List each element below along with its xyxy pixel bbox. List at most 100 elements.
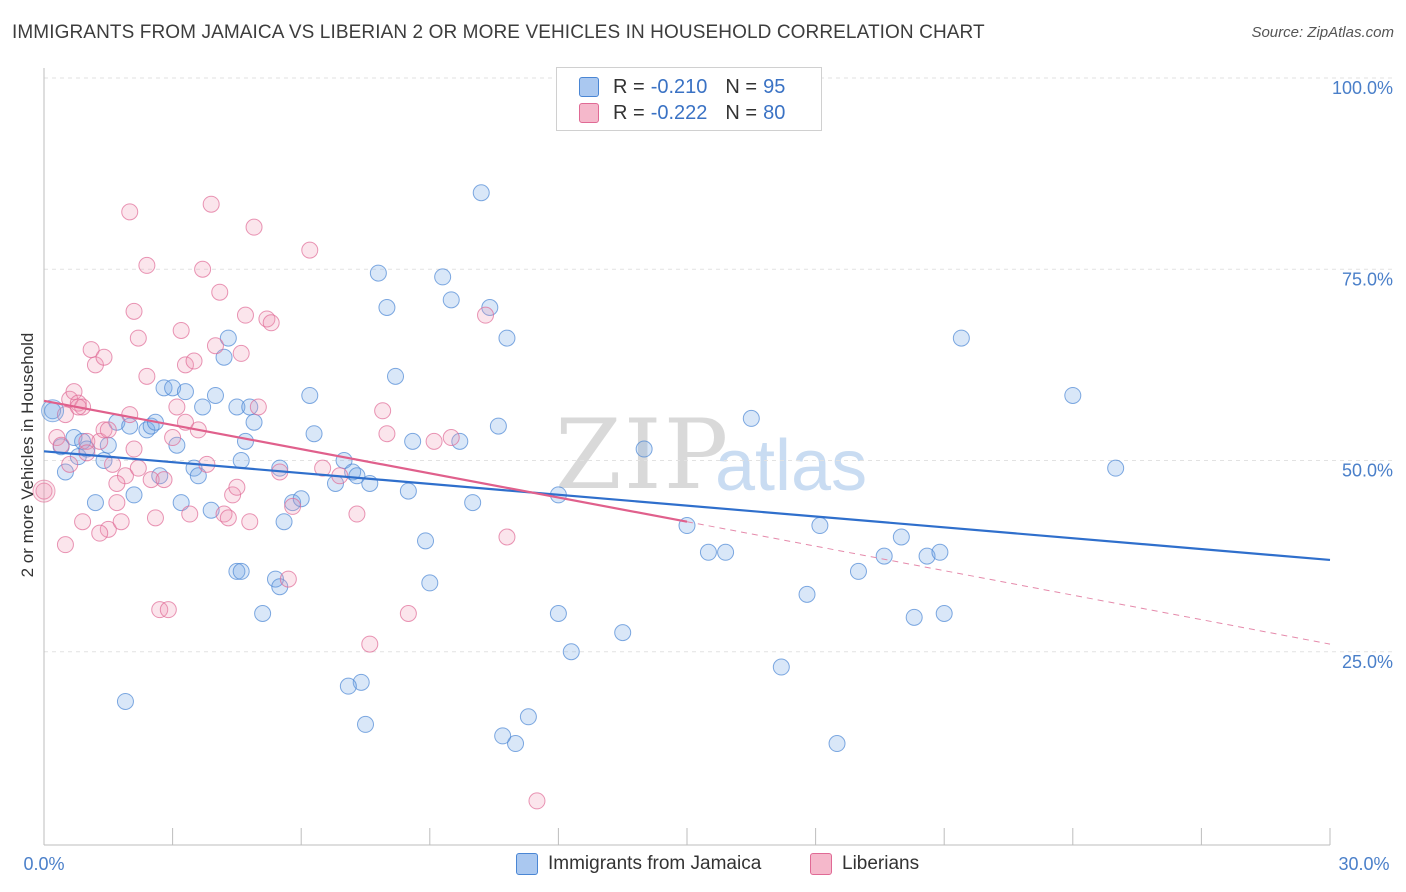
correlation-legend: R = -0.210 N = 95 R = -0.222 N = 80 (556, 67, 822, 131)
point-liberians (52, 436, 70, 454)
point-liberians (168, 398, 186, 416)
point-liberians (172, 321, 190, 339)
point-jamaica (1107, 459, 1125, 477)
trend-line-liberians-extension (686, 521, 1331, 645)
point-liberians (56, 536, 74, 554)
point-jamaica (875, 547, 893, 565)
point-liberians (176, 356, 194, 374)
point-jamaica (481, 299, 499, 316)
point-jamaica (451, 432, 469, 450)
point-liberians (181, 505, 199, 523)
point-liberians (528, 792, 546, 810)
legend-r-value: -0.222 (650, 101, 708, 124)
point-jamaica (305, 425, 323, 443)
point-jamaica (442, 291, 460, 309)
point-liberians (91, 524, 109, 542)
series-legend-swatch-liberians (810, 853, 832, 875)
point-jamaica (798, 585, 816, 603)
point-jamaica (562, 643, 580, 661)
point-liberians (108, 474, 126, 492)
point-jamaica (228, 562, 246, 580)
grid: 25.0% 50.0% 75.0% 100.0% (44, 77, 1393, 672)
point-jamaica (116, 692, 134, 710)
point-jamaica (155, 379, 173, 397)
watermark-zip: ZIP (555, 399, 730, 511)
point-jamaica (849, 562, 867, 580)
legend-r-label: R = (613, 101, 645, 124)
point-jamaica (635, 440, 653, 458)
point-jamaica (828, 735, 846, 753)
point-jamaica (65, 429, 83, 447)
point-liberians (151, 601, 169, 619)
chart-source: Source: ZipAtlas.com (1251, 24, 1394, 41)
point-liberians (241, 513, 259, 531)
point-jamaica (549, 605, 567, 622)
point-liberians (245, 218, 263, 236)
point-jamaica (464, 494, 482, 512)
point-jamaica (339, 677, 357, 695)
point-liberians (232, 344, 250, 362)
point-jamaica (176, 383, 194, 401)
point-jamaica (918, 547, 936, 565)
point-jamaica (228, 398, 246, 416)
y-tick-label: 25.0% (1342, 652, 1393, 672)
point-jamaica (489, 417, 507, 435)
point-jamaica (494, 727, 512, 745)
legend-r-value: -0.210 (650, 75, 708, 98)
point-liberians (378, 425, 396, 443)
x-tick-label-min: 0.0% (23, 854, 64, 874)
point-liberians (91, 432, 109, 450)
point-liberians (249, 398, 267, 416)
point-jamaica (348, 467, 366, 485)
point-liberians (228, 478, 246, 496)
point-liberians (348, 505, 366, 523)
point-jamaica (742, 409, 760, 427)
series-legend-label: Liberians (842, 853, 920, 874)
point-jamaica (772, 658, 790, 676)
point-liberians (108, 494, 126, 512)
point-liberians (125, 440, 143, 458)
y-tick-label: 100.0% (1332, 78, 1393, 98)
point-liberians (206, 337, 224, 355)
point-liberians (61, 455, 79, 473)
x-tick-label-max: 30.0% (1338, 854, 1389, 874)
point-liberians (125, 302, 143, 320)
point-jamaica (236, 432, 254, 450)
series-legend-swatch-jamaica (516, 853, 538, 875)
point-liberians (121, 406, 139, 424)
trend-line-jamaica (43, 450, 1331, 562)
point-jamaica (811, 517, 829, 535)
point-liberians (159, 601, 177, 619)
point-liberians (442, 429, 460, 447)
point-jamaica (219, 329, 237, 347)
point-liberians (146, 509, 164, 527)
point-jamaica (931, 543, 949, 561)
watermark: ZIP atlas (555, 399, 867, 511)
legend-n-label: N = (725, 75, 758, 98)
point-jamaica (717, 543, 735, 561)
y-tick-label: 50.0% (1342, 461, 1393, 481)
point-liberians (142, 471, 160, 489)
legend-row-jamaica: R = -0.210 N = 95 (579, 75, 803, 99)
point-jamaica (472, 184, 490, 202)
point-liberians (374, 402, 392, 420)
point-jamaica (275, 513, 293, 531)
point-liberians (498, 528, 516, 546)
point-liberians (129, 329, 147, 347)
point-liberians (185, 352, 203, 370)
point-jamaica (168, 436, 186, 454)
point-jamaica (378, 299, 396, 316)
point-liberians (202, 195, 220, 213)
point-liberians (95, 421, 113, 439)
point-liberians (164, 429, 182, 447)
point-jamaica (284, 494, 302, 512)
legend-row-liberians: R = -0.222 N = 80 (579, 101, 803, 125)
point-jamaica (41, 399, 65, 423)
point-jamaica (172, 494, 190, 512)
point-jamaica (232, 452, 250, 469)
point-liberians (155, 471, 173, 489)
point-liberians (99, 421, 117, 439)
point-jamaica (206, 386, 224, 404)
point-jamaica (387, 367, 405, 385)
